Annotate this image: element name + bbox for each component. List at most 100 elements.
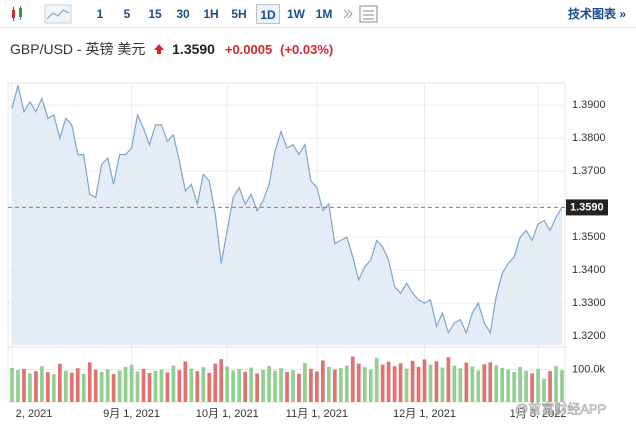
range-button[interactable]: 1H (203, 7, 219, 21)
volume-bar (506, 369, 511, 402)
toolbar: 1 5 15 30 1H 5H 1D 1W 1M 技术图表 » (0, 0, 636, 28)
volume-bar (81, 373, 86, 402)
volume-bar (404, 368, 409, 402)
volume-bar (183, 361, 188, 402)
volume-bar (117, 370, 122, 402)
candle-icon[interactable] (6, 4, 36, 24)
quote-header: GBP/USD - 英镑 美元 1.3590 +0.0005 (+0.03%) (10, 39, 333, 59)
volume-bar (422, 359, 427, 402)
volume-bar (452, 365, 457, 402)
x-tick-label: 1月 3, 2022 (510, 408, 567, 420)
volume-bar (93, 369, 98, 402)
more-icon[interactable] (342, 4, 354, 24)
volume-bar (159, 369, 164, 402)
volume-bar (105, 369, 110, 402)
volume-bar (410, 360, 415, 402)
y-tick-label: 1.3200 (572, 330, 606, 342)
volume-bar (267, 365, 271, 402)
volume-bar (141, 368, 146, 402)
volume-bar (476, 370, 481, 402)
range-button[interactable]: 5H (231, 7, 247, 21)
x-tick-label: 10月 1, 2021 (196, 408, 259, 420)
range-button[interactable]: 1D (256, 4, 280, 24)
volume-bar (326, 366, 331, 402)
change-percent: (+0.03%) (280, 41, 334, 57)
y-tick-label: 1.3900 (572, 99, 606, 111)
watermark: Investing.com (26, 333, 93, 344)
volume-bar (350, 356, 355, 402)
volume-bar (518, 366, 523, 402)
volume-bar (374, 357, 379, 402)
last-price: 1.3590 (172, 41, 215, 57)
range-button[interactable]: 1W (287, 7, 305, 21)
volume-bar (279, 368, 283, 402)
volume-bar (542, 378, 546, 402)
x-tick-label: 9月 1, 2021 (103, 408, 160, 420)
volume-bar (237, 369, 242, 402)
volume-bar (446, 357, 451, 402)
watermark: @首富财经APP (515, 401, 606, 416)
last-price-box (566, 199, 608, 216)
volume-bar (243, 371, 248, 402)
volume-bar (458, 368, 463, 402)
volume-bar (46, 372, 50, 402)
volume-bar (321, 360, 325, 402)
volume-bar (440, 367, 445, 402)
volume-bar (554, 366, 558, 402)
range-button[interactable]: 15 (148, 7, 162, 21)
volume-bar (500, 367, 505, 402)
volume-bar (123, 366, 128, 402)
watermark: 英为财情 (25, 311, 98, 332)
volume-bar (165, 372, 170, 402)
volume-bar (135, 371, 140, 402)
volume-bar (291, 370, 295, 402)
range-button[interactable]: 30 (176, 7, 190, 21)
volume-bar (111, 374, 116, 402)
volume-bar (464, 362, 469, 402)
volume-bar (219, 359, 224, 402)
volume-bar (231, 370, 236, 402)
plot-frame (7, 82, 566, 403)
range-button[interactable]: 1 (96, 7, 104, 21)
volume-bar (470, 366, 475, 402)
volume-bar (177, 370, 182, 402)
volume-bar (560, 370, 564, 402)
volume-bar (261, 369, 265, 402)
volume-bar (195, 371, 200, 402)
y-tick-label: 1.3500 (572, 231, 606, 243)
volume-bar (99, 371, 104, 402)
volume-bar (297, 373, 301, 402)
volume-bar (153, 370, 158, 402)
x-tick-label: 12月 1, 2021 (393, 408, 456, 420)
volume-bar (482, 364, 487, 402)
volume-bar (213, 363, 218, 402)
settings-icon[interactable] (358, 4, 380, 24)
volume-bar (207, 372, 212, 402)
volume-bar (524, 370, 528, 402)
range-button[interactable]: 5 (123, 7, 131, 21)
area-fill (12, 85, 562, 346)
volume-bar (315, 371, 319, 402)
volume-bar (201, 367, 206, 402)
volume-bar (75, 368, 80, 402)
volume-bar (434, 361, 439, 402)
volume-bar (225, 366, 230, 402)
area-icon[interactable] (44, 4, 72, 24)
volume-bar (512, 372, 517, 402)
volume-bar (548, 371, 552, 402)
last-price-label: 1.3590 (570, 201, 604, 213)
volume-bar (356, 363, 361, 402)
pair-name: GBP/USD - 英镑 美元 (10, 41, 146, 57)
volume-bar (332, 369, 337, 402)
volume-bar (530, 373, 534, 402)
volume-bar (28, 373, 32, 402)
tech-chart-link[interactable]: 技术图表 » (567, 7, 626, 21)
volume-bar (57, 363, 62, 402)
volume-bar (536, 368, 540, 402)
range-button[interactable]: 1M (315, 7, 333, 21)
y-tick-label: 1.3700 (572, 165, 606, 177)
y-tick-label: 1.3800 (572, 132, 606, 144)
volume-bar (368, 369, 373, 402)
change: +0.0005 (224, 41, 273, 57)
x-tick-label: 2, 2021 (16, 408, 53, 420)
